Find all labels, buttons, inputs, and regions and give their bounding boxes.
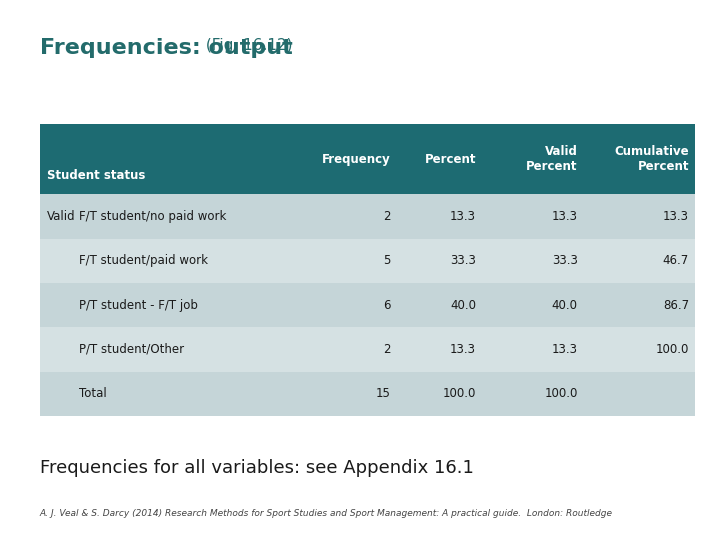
Text: Frequencies: output: Frequencies: output	[40, 38, 292, 58]
Text: Frequency: Frequency	[322, 153, 391, 166]
Text: F/T student/no paid work: F/T student/no paid work	[79, 210, 227, 223]
Text: Frequencies for all variables: see Appendix 16.1: Frequencies for all variables: see Appen…	[40, 459, 474, 477]
Text: A. J. Veal & S. Darcy (2014) Research Methods for Sport Studies and Sport Manage: A. J. Veal & S. Darcy (2014) Research Me…	[40, 509, 613, 518]
Text: Percent: Percent	[425, 153, 476, 166]
Text: F/T student/paid work: F/T student/paid work	[79, 254, 208, 267]
Text: Valid: Valid	[47, 210, 76, 223]
Text: Valid
Percent: Valid Percent	[526, 145, 577, 173]
Text: 40.0: 40.0	[450, 299, 476, 312]
Text: 13.3: 13.3	[663, 210, 689, 223]
Text: 13.3: 13.3	[450, 343, 476, 356]
Text: Student status: Student status	[47, 169, 145, 182]
Text: 46.7: 46.7	[663, 254, 689, 267]
Text: 40.0: 40.0	[552, 299, 577, 312]
Text: (Fig. 16.12): (Fig. 16.12)	[201, 38, 292, 53]
Text: 15: 15	[376, 387, 391, 400]
Text: 13.3: 13.3	[552, 343, 577, 356]
Text: 100.0: 100.0	[656, 343, 689, 356]
Text: 100.0: 100.0	[443, 387, 476, 400]
Text: 2: 2	[384, 343, 391, 356]
Text: 33.3: 33.3	[552, 254, 577, 267]
Text: P/T student/Other: P/T student/Other	[79, 343, 184, 356]
Text: 2: 2	[384, 210, 391, 223]
Text: Cumulative
Percent: Cumulative Percent	[614, 145, 689, 173]
Text: 13.3: 13.3	[552, 210, 577, 223]
Text: Total: Total	[79, 387, 107, 400]
Text: 86.7: 86.7	[663, 299, 689, 312]
Text: 5: 5	[384, 254, 391, 267]
Text: 33.3: 33.3	[450, 254, 476, 267]
Text: 13.3: 13.3	[450, 210, 476, 223]
Text: 6: 6	[384, 299, 391, 312]
Text: 100.0: 100.0	[544, 387, 577, 400]
Text: P/T student - F/T job: P/T student - F/T job	[79, 299, 198, 312]
